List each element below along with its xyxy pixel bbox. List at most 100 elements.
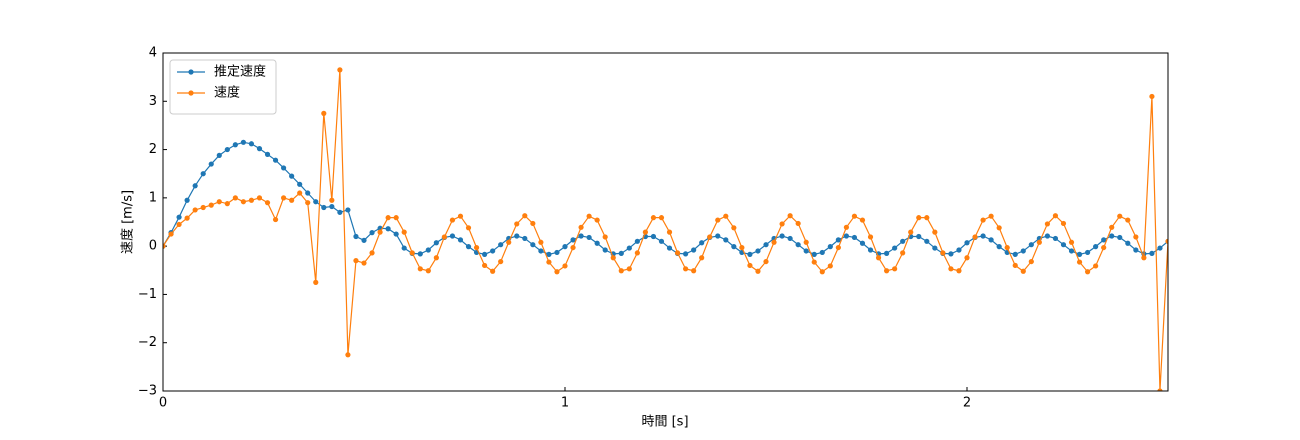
data-point — [602, 247, 608, 253]
data-point — [586, 234, 592, 241]
data-point — [482, 262, 488, 269]
data-point — [441, 234, 447, 240]
data-point — [321, 110, 327, 116]
data-point — [795, 220, 801, 227]
data-point — [980, 217, 986, 223]
data-point — [433, 240, 439, 246]
data-point — [779, 221, 785, 227]
data-point — [1020, 268, 1026, 274]
data-point — [1036, 239, 1042, 245]
data-point — [787, 213, 793, 219]
data-point — [240, 199, 246, 205]
data-point — [538, 239, 544, 245]
data-point — [1109, 233, 1115, 239]
data-point — [490, 248, 496, 254]
data-point — [337, 209, 343, 215]
y-tick-label: 0 — [149, 239, 157, 254]
data-point — [803, 248, 809, 254]
x-tick-label: 2 — [963, 396, 971, 411]
data-point — [650, 215, 657, 221]
data-point — [851, 234, 858, 241]
data-point — [988, 237, 994, 243]
data-point — [1012, 262, 1018, 269]
data-point — [1076, 251, 1083, 257]
data-point — [739, 244, 745, 251]
data-point — [747, 262, 753, 269]
data-point — [385, 226, 391, 232]
data-point — [345, 352, 351, 358]
data-point — [819, 249, 825, 256]
data-point — [859, 240, 866, 246]
data-point — [514, 233, 520, 239]
data-point — [618, 250, 624, 256]
data-point — [200, 171, 206, 177]
y-tick-label: 1 — [149, 190, 157, 205]
plot-area — [163, 67, 1168, 391]
data-point — [272, 216, 279, 223]
data-point — [248, 197, 255, 203]
data-point — [980, 233, 986, 239]
data-point — [208, 202, 214, 208]
data-point — [851, 213, 858, 219]
data-point — [932, 245, 938, 251]
data-point — [232, 142, 238, 148]
data-point — [658, 215, 665, 221]
data-point — [634, 250, 640, 256]
data-point — [329, 197, 335, 203]
data-point — [1068, 248, 1075, 254]
data-point — [224, 201, 230, 207]
data-point — [570, 237, 576, 243]
data-point — [1157, 388, 1163, 391]
data-point — [385, 215, 391, 221]
data-point — [530, 242, 536, 248]
data-point — [1149, 250, 1155, 256]
data-point — [594, 240, 600, 246]
data-point — [964, 255, 970, 261]
data-point — [297, 190, 303, 196]
data-point — [449, 217, 456, 223]
data-point — [163, 243, 166, 249]
data-point — [972, 234, 978, 240]
data-point — [425, 247, 431, 253]
data-point — [321, 204, 327, 211]
data-point — [1093, 263, 1099, 269]
data-point — [1028, 258, 1034, 265]
data-point — [192, 207, 198, 213]
data-point — [731, 244, 737, 250]
data-point — [305, 200, 311, 206]
data-point — [578, 224, 584, 230]
data-point — [578, 233, 584, 239]
data-point — [787, 235, 793, 242]
series-line — [163, 69, 1168, 391]
data-point — [699, 240, 705, 246]
data-point — [514, 221, 520, 227]
data-point — [1076, 259, 1083, 265]
data-point — [546, 251, 552, 257]
data-point — [819, 269, 825, 275]
data-point — [417, 266, 423, 272]
data-point — [763, 258, 769, 265]
data-point — [924, 238, 930, 244]
data-point — [482, 251, 488, 257]
data-point — [1117, 213, 1123, 219]
data-point — [1020, 248, 1026, 254]
data-point — [996, 225, 1002, 231]
data-point — [843, 224, 850, 230]
data-point — [1044, 233, 1050, 239]
data-point — [1004, 244, 1010, 251]
data-point — [771, 239, 777, 245]
data-point — [691, 268, 697, 274]
data-point — [618, 268, 624, 274]
data-point — [176, 214, 182, 220]
data-point — [1125, 217, 1131, 223]
data-point — [908, 229, 914, 235]
x-tick-label: 0 — [159, 396, 167, 411]
data-point — [964, 240, 970, 246]
data-point — [755, 268, 761, 274]
y-tick-label: 2 — [149, 142, 157, 157]
data-point — [948, 251, 954, 257]
data-point — [1052, 235, 1059, 242]
data-point — [867, 247, 874, 253]
data-point — [297, 181, 303, 187]
